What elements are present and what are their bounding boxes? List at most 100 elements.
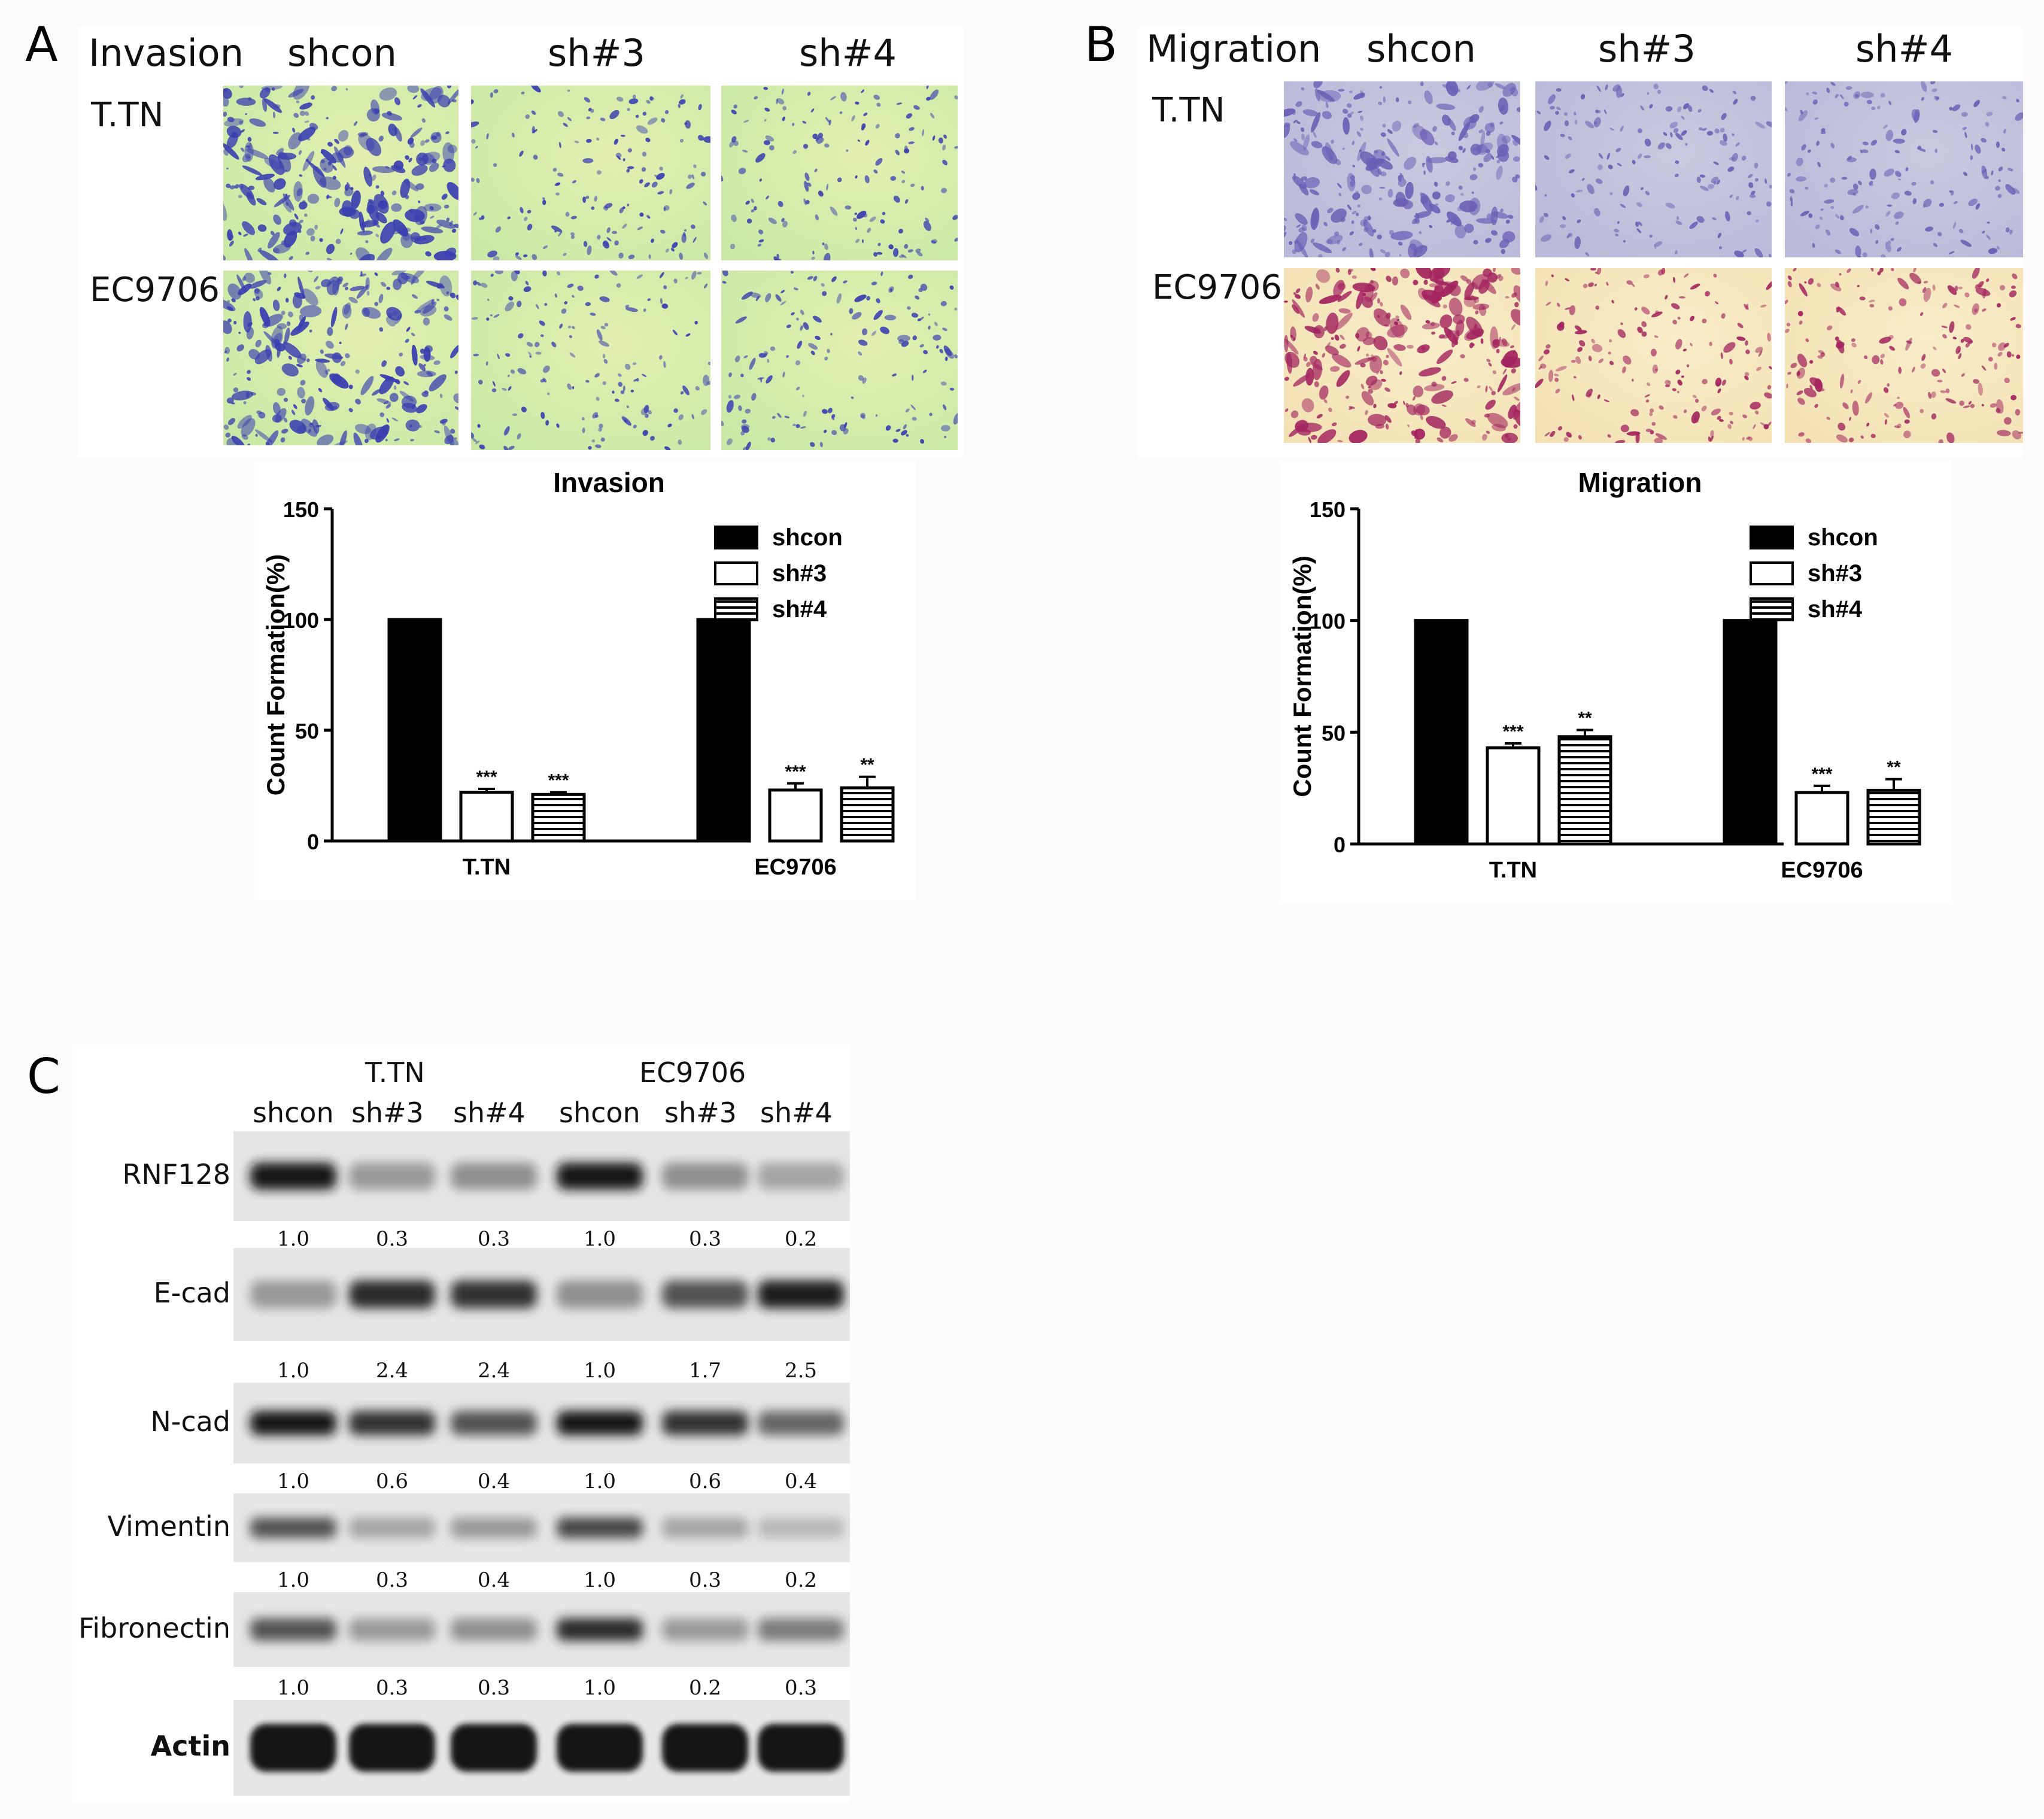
micrograph-invasion-ttn-shcon (223, 86, 458, 260)
bar-sh3-ttn (459, 791, 514, 843)
blot-quant-value: 0.3 (375, 1227, 409, 1251)
blot-band (758, 1411, 844, 1435)
legend-label: shcon (1808, 524, 1878, 551)
bar-shcon-ttn (1414, 619, 1469, 846)
blot-quant-value: 0.4 (477, 1469, 511, 1493)
blot-band (451, 1162, 537, 1190)
blot-label: Fibronectin (78, 1611, 230, 1644)
panel-b-col-sh3: sh#3 (1598, 27, 1696, 71)
lane-label: sh#3 (664, 1097, 737, 1129)
panel-c-letter: C (27, 1049, 60, 1104)
legend-swatch (714, 526, 758, 549)
significance-label: ** (1578, 709, 1592, 728)
blot-band (557, 1517, 643, 1538)
chart-title: Migration (1578, 467, 1702, 498)
legend-label: sh#3 (772, 560, 827, 587)
micrograph-migration-ttn-sh4 (1785, 81, 2023, 257)
blot-band (557, 1162, 643, 1190)
blot-strip (233, 1592, 850, 1667)
blot-quant-value: 1.0 (583, 1568, 616, 1592)
micrograph-migration-ec9706-shcon (1284, 268, 1520, 443)
blot-strip (233, 1493, 850, 1562)
legend-swatch (714, 597, 758, 621)
blot-band (451, 1411, 537, 1435)
panel-b-row-ttn: T.TN (1152, 91, 1225, 130)
blot-band (758, 1618, 844, 1641)
blot-quant-value: 0.3 (477, 1227, 511, 1251)
x-tick-label: T.TN (1489, 858, 1537, 883)
y-axis-label: Count Formation(%) (1288, 555, 1316, 797)
blot-quant-value: 1.0 (277, 1676, 310, 1700)
blot-quant-value: 0.2 (688, 1676, 722, 1700)
blot-band (662, 1411, 748, 1435)
blot-quant-value: 1.0 (583, 1676, 616, 1700)
blot-strip (233, 1248, 850, 1341)
blot-band (662, 1517, 748, 1538)
significance-label: *** (476, 767, 497, 787)
blot-band (451, 1618, 537, 1641)
legend-swatch (1750, 597, 1794, 621)
blot-quant-value: 0.3 (477, 1676, 511, 1700)
blot-band (349, 1162, 435, 1190)
y-tick-label: 150 (1310, 497, 1346, 522)
chart-migration-container: Migration 0 50 100 150 Count Formation(%) *** *… (1281, 461, 1951, 904)
bar-sh3-ec9706 (1794, 791, 1849, 846)
blot-band (557, 1411, 643, 1435)
blot-band (349, 1411, 435, 1435)
blot-band (250, 1618, 336, 1641)
panel-a-row-ec9706: EC9706 (90, 271, 220, 309)
blot-label: RNF128 (122, 1158, 230, 1191)
blot-quant-value: 0.4 (784, 1469, 818, 1493)
bar-sh4-ec9706 (840, 786, 895, 843)
legend-swatch (1750, 526, 1794, 549)
blot-quant-value: 1.7 (688, 1359, 722, 1383)
lane-label: sh#3 (351, 1097, 424, 1129)
blot-quant-value: 1.0 (277, 1359, 310, 1383)
blot-strip (233, 1383, 850, 1463)
y-tick-label: 0 (1334, 833, 1346, 857)
blot-band (662, 1280, 748, 1308)
micrograph-invasion-ec9706-shcon (223, 271, 458, 445)
bar-shcon-ec9706 (696, 618, 751, 843)
y-axis-label: Count Formation(%) (262, 554, 290, 796)
lane-label: shcon (559, 1097, 640, 1129)
panel-a-title: Invasion (89, 31, 244, 75)
bar-sh3-ttn (1486, 746, 1541, 846)
blot-quant-value: 0.3 (688, 1568, 722, 1592)
micrograph-migration-ec9706-sh3 (1535, 268, 1772, 443)
bar-shcon-ec9706 (1723, 619, 1778, 846)
panel-a-col-shcon: shcon (287, 31, 397, 75)
blot-band (758, 1280, 844, 1308)
blot-strip (233, 1700, 850, 1796)
blot-quant-value: 0.3 (375, 1676, 409, 1700)
blot-band (451, 1517, 537, 1538)
blot-band (662, 1724, 748, 1772)
micrograph-invasion-ttn-sh4 (721, 86, 958, 260)
lane-label: sh#4 (760, 1097, 833, 1129)
blot-quant-value: 0.2 (784, 1568, 818, 1592)
blot-label: N-cad (150, 1405, 230, 1438)
blot-band (250, 1162, 336, 1190)
y-tick-label: 100 (283, 608, 319, 633)
legend-label: sh#4 (1808, 596, 1863, 622)
blot-label: Actin (150, 1730, 230, 1762)
panel-a-letter: A (25, 17, 58, 72)
lane-label: shcon (253, 1097, 334, 1129)
y-tick-label: 0 (307, 830, 319, 854)
blot-quant-value: 1.0 (583, 1469, 616, 1493)
blot-quant-value: 2.4 (375, 1359, 409, 1383)
blot-band (451, 1724, 537, 1772)
micrograph-invasion-ec9706-sh4 (721, 271, 958, 450)
blot-band (758, 1162, 844, 1190)
panel-a-col-sh4: sh#4 (799, 31, 897, 75)
blot-quant-value: 2.5 (784, 1359, 818, 1383)
blot-quant-value: 0.4 (477, 1568, 511, 1592)
blot-quant-value: 1.0 (277, 1568, 310, 1592)
blot-band (349, 1724, 435, 1772)
blot-quant-value: 2.4 (477, 1359, 511, 1383)
y-tick-label: 100 (1310, 609, 1346, 634)
legend-swatch (714, 561, 758, 585)
x-tick-label: T.TN (463, 855, 511, 880)
lane-label: sh#4 (453, 1097, 526, 1129)
micrograph-migration-ttn-shcon (1284, 81, 1520, 257)
